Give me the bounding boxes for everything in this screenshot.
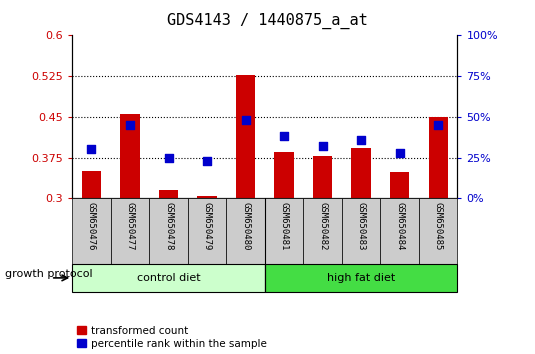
Bar [351, 148, 371, 198]
Text: GSM650483: GSM650483 [357, 201, 365, 250]
Bar [265, 198, 303, 264]
Bar [274, 152, 294, 198]
Point [241, 117, 250, 123]
Bar [188, 198, 226, 264]
Bar [72, 264, 265, 292]
Text: GDS4143 / 1440875_a_at: GDS4143 / 1440875_a_at [167, 12, 368, 29]
Text: GSM650477: GSM650477 [126, 201, 134, 250]
Bar [380, 198, 419, 264]
Bar [226, 198, 265, 264]
Text: GSM650476: GSM650476 [87, 201, 96, 250]
Point [318, 143, 327, 149]
Text: GSM650479: GSM650479 [203, 201, 211, 250]
Text: GSM650485: GSM650485 [434, 201, 442, 250]
Point [280, 133, 288, 139]
Bar [419, 198, 457, 264]
Point [87, 147, 96, 152]
Bar [82, 171, 101, 198]
Text: high fat diet: high fat diet [327, 273, 395, 283]
Point [164, 155, 173, 160]
Bar [236, 75, 255, 198]
Text: GSM650478: GSM650478 [164, 201, 173, 250]
Legend: transformed count, percentile rank within the sample: transformed count, percentile rank withi… [78, 326, 267, 349]
Text: control diet: control diet [137, 273, 200, 283]
Point [357, 137, 365, 142]
Text: GSM650481: GSM650481 [280, 201, 288, 250]
Bar [159, 190, 178, 198]
Point [126, 122, 134, 128]
Bar [265, 264, 457, 292]
Text: GSM650480: GSM650480 [241, 201, 250, 250]
Bar [120, 114, 140, 198]
Bar [429, 117, 448, 198]
Text: GSM650482: GSM650482 [318, 201, 327, 250]
Bar [111, 198, 149, 264]
Point [434, 122, 442, 128]
Bar [303, 198, 342, 264]
Bar [390, 172, 409, 198]
Bar [72, 198, 111, 264]
Point [203, 158, 211, 164]
Text: growth protocol: growth protocol [5, 269, 93, 279]
Point [395, 150, 404, 155]
Bar [313, 156, 332, 198]
Bar [342, 198, 380, 264]
Bar [149, 198, 188, 264]
Bar [197, 195, 217, 198]
Text: GSM650484: GSM650484 [395, 201, 404, 250]
